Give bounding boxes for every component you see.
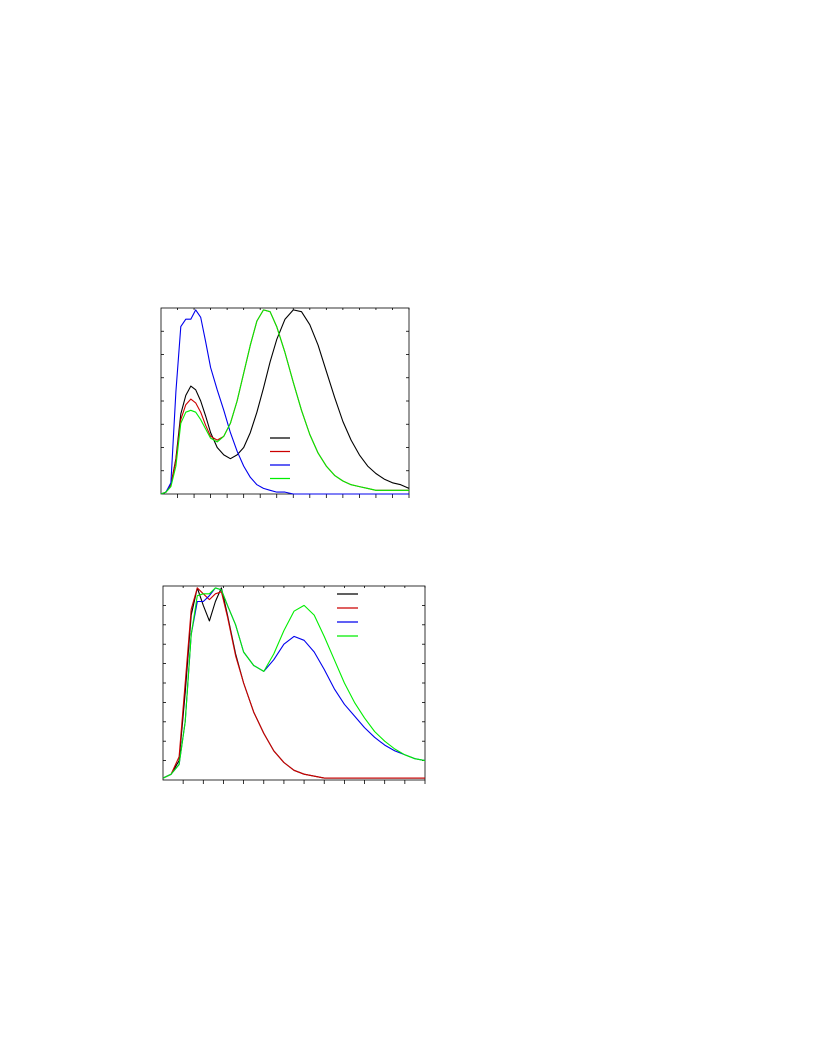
- top-chart-series-1-line: [160, 309, 410, 495]
- chart-bottom: [150, 580, 435, 795]
- bottom-chart-series-1-line: [162, 587, 425, 779]
- top-chart-series-2-line: [160, 309, 409, 495]
- top-chart-series-3-line: [160, 309, 409, 495]
- chart-top-svg: [160, 307, 410, 498]
- bottom-chart-series-4-line: [162, 587, 426, 779]
- chart-top: [150, 300, 420, 510]
- bottom-chart-series-3-line: [162, 587, 426, 779]
- top-chart-plot-frame: [160, 307, 410, 495]
- bottom-chart-series-2-line: [162, 587, 425, 779]
- chart-bottom-svg: [162, 585, 426, 784]
- top-chart-series-4-line: [160, 309, 409, 495]
- bottom-chart-plot-frame: [162, 585, 426, 781]
